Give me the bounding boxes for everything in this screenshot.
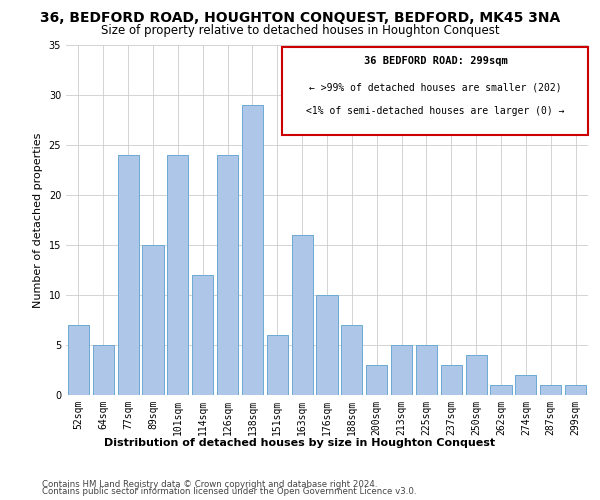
Bar xyxy=(316,295,338,395)
Bar xyxy=(267,335,288,395)
Text: <1% of semi-detached houses are larger (0) →: <1% of semi-detached houses are larger (… xyxy=(306,106,565,116)
Text: Contains public sector information licensed under the Open Government Licence v3: Contains public sector information licen… xyxy=(42,487,416,496)
Text: Size of property relative to detached houses in Houghton Conquest: Size of property relative to detached ho… xyxy=(101,24,499,37)
Bar xyxy=(142,245,164,395)
Text: ← >99% of detached houses are smaller (202): ← >99% of detached houses are smaller (2… xyxy=(309,82,562,92)
Text: 36, BEDFORD ROAD, HOUGHTON CONQUEST, BEDFORD, MK45 3NA: 36, BEDFORD ROAD, HOUGHTON CONQUEST, BED… xyxy=(40,11,560,25)
Bar xyxy=(515,375,536,395)
Bar xyxy=(416,345,437,395)
Bar xyxy=(93,345,114,395)
Text: Contains HM Land Registry data © Crown copyright and database right 2024.: Contains HM Land Registry data © Crown c… xyxy=(42,480,377,489)
Bar xyxy=(341,325,362,395)
Bar xyxy=(68,325,89,395)
FancyBboxPatch shape xyxy=(282,47,589,135)
Y-axis label: Number of detached properties: Number of detached properties xyxy=(33,132,43,308)
Bar xyxy=(540,385,561,395)
Bar xyxy=(391,345,412,395)
Bar xyxy=(565,385,586,395)
Bar xyxy=(490,385,512,395)
Bar xyxy=(466,355,487,395)
Bar xyxy=(292,235,313,395)
Bar xyxy=(366,365,387,395)
Bar xyxy=(441,365,462,395)
Bar xyxy=(118,155,139,395)
Bar xyxy=(167,155,188,395)
Bar xyxy=(242,105,263,395)
Bar xyxy=(192,275,213,395)
Bar xyxy=(217,155,238,395)
Text: Distribution of detached houses by size in Houghton Conquest: Distribution of detached houses by size … xyxy=(104,438,496,448)
Text: 36 BEDFORD ROAD: 299sqm: 36 BEDFORD ROAD: 299sqm xyxy=(364,56,507,66)
